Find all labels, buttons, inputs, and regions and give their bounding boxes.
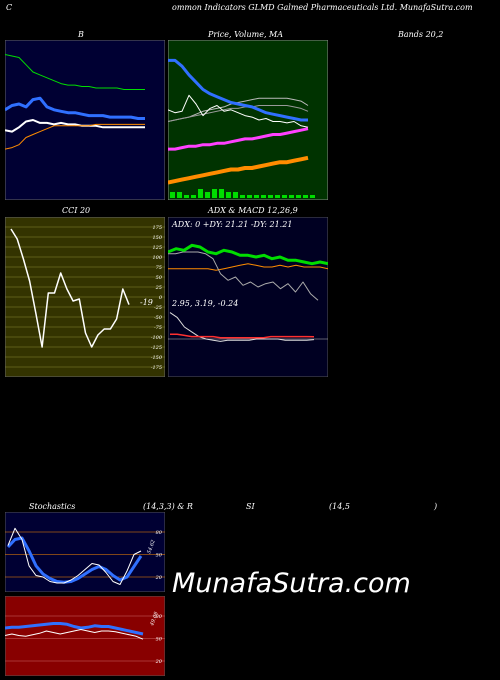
price-volume-ma-panel (168, 40, 328, 200)
volume-bar (310, 195, 315, 198)
volume-bar (303, 195, 308, 198)
stoch-tick-label: 50 (156, 553, 163, 559)
volume-bar (268, 195, 273, 198)
header-part-1: C (6, 3, 13, 12)
rsi-value-label: 49.08 (149, 611, 160, 627)
rsi-background (5, 596, 165, 676)
adx-plus-di-line (168, 243, 328, 266)
cci-value-label: -19 (140, 298, 153, 307)
volume-bar (191, 195, 196, 198)
stoch-title-1: Stochastics (29, 502, 76, 511)
stoch-title-4: (14,5 (329, 502, 350, 511)
bands-lower-band-line (5, 123, 145, 150)
cci-tick-label: -25 (154, 305, 162, 311)
volume-bar (212, 189, 217, 198)
adx-readout: ADX: 0 +DY: 21.21 -DY: 21.21 (172, 220, 293, 229)
cci-tick-label: 100 (152, 255, 162, 261)
rsi-tick-label: 80 (156, 614, 163, 620)
stoch-tick-label: 20 (155, 575, 163, 581)
bollinger-title-b: B (78, 30, 84, 39)
stoch-tick-label: 80 (156, 530, 163, 536)
stoch-value-label: 54.62 (146, 539, 157, 555)
volume-bar (254, 195, 259, 198)
stoch-title-3: SI (246, 502, 255, 511)
volume-bar (226, 192, 231, 198)
bands-middle-band-line (5, 119, 145, 133)
bands-upper-band-line (5, 54, 145, 90)
volume-bar (219, 189, 224, 198)
volume-bar (289, 195, 294, 198)
cci-title: CCI 20 (62, 206, 91, 215)
volume-bar (233, 192, 238, 198)
rsi-line (5, 629, 144, 640)
rsi-mfi-line (5, 622, 144, 636)
cci-tick-label: 150 (152, 235, 162, 241)
rsi-tick-label: 50 (156, 637, 163, 643)
cci-tick-label: -125 (151, 345, 162, 351)
macd-readout: 2.95, 3.19, -0.24 (172, 299, 239, 308)
stoch-title-2: (14,3,3) & R (143, 502, 193, 511)
adx-macd-title: ADX & MACD 12,26,9 (208, 206, 298, 215)
bollinger-bands-chart (5, 40, 165, 200)
cci-tick-label: 0 (159, 295, 163, 301)
header-part-3: maceuticals Ltd. MunafaSutra.com (330, 3, 473, 12)
stochastics-panel: 80 50 20 54.62 (5, 512, 165, 592)
volume-bar (275, 195, 280, 198)
volume-bar (247, 195, 252, 198)
rsi-chart: 80 50 20 49.08 (5, 596, 165, 676)
price-ma-line-2 (168, 105, 309, 122)
stoch-k-line (7, 527, 142, 585)
volume-bar (282, 195, 287, 198)
cci-tick-label: 125 (152, 245, 162, 251)
price-volume-ma-chart (168, 40, 328, 200)
bollinger-bands-panel (5, 40, 165, 200)
macd-line (169, 312, 315, 342)
cci-tick-label: -175 (151, 365, 162, 371)
rsi-tick-label: 20 (155, 659, 163, 665)
rsi-panel: 80 50 20 49.08 (5, 596, 165, 676)
stoch-d-line (6, 536, 143, 584)
cci-tick-label: -75 (154, 325, 162, 331)
cci-tick-label: 175 (152, 225, 162, 231)
price-close-line (168, 94, 309, 128)
cci-tick-label: -50 (154, 315, 163, 321)
adx-minus-di-line (168, 263, 328, 271)
price-upper-line (168, 58, 308, 122)
adx-line (168, 251, 319, 301)
volume-bar (205, 192, 210, 198)
adx-macd-chart (168, 217, 328, 377)
volume-bar (170, 192, 175, 198)
volume-bar (177, 192, 182, 198)
volume-bar (296, 195, 301, 198)
cci-line (10, 228, 130, 348)
stochastics-chart: 80 50 20 54.62 (5, 512, 165, 592)
volume-bar (240, 195, 245, 198)
cci-chart: 175 150 125 100 75 50 25 0 -25 -50 -75 -100 -125 -150… (5, 217, 165, 377)
cci-panel: 175 150 125 100 75 50 25 0 -25 -50 -75 -100 -125 -150… (5, 217, 165, 377)
adx-background (168, 217, 328, 377)
price-volume-ma-title: Price, Volume, MA (208, 30, 284, 39)
price-ma-orange-line (168, 155, 309, 185)
volume-bar (184, 195, 189, 198)
cci-tick-label: -150 (151, 355, 163, 361)
cci-tick-label: 25 (155, 285, 162, 291)
adx-macd-panel (168, 217, 328, 377)
bollinger-title-value: Bands 20,2 (398, 30, 444, 39)
stoch-title-5: ) (434, 502, 438, 511)
cci-tick-label: 50 (156, 275, 163, 281)
macd-signal-line (170, 333, 315, 339)
cci-tick-label: 75 (156, 265, 162, 271)
cci-tick-label: -100 (151, 335, 163, 341)
volume-bar (261, 195, 266, 198)
price-ma-magenta-line (168, 127, 309, 151)
bands-price-line (5, 96, 145, 120)
header-part-2: ommon Indicators GLMD Galmed Phar (172, 3, 330, 12)
munafasutra-watermark: MunafaSutra.com (172, 568, 411, 599)
volume-bar (198, 189, 203, 198)
